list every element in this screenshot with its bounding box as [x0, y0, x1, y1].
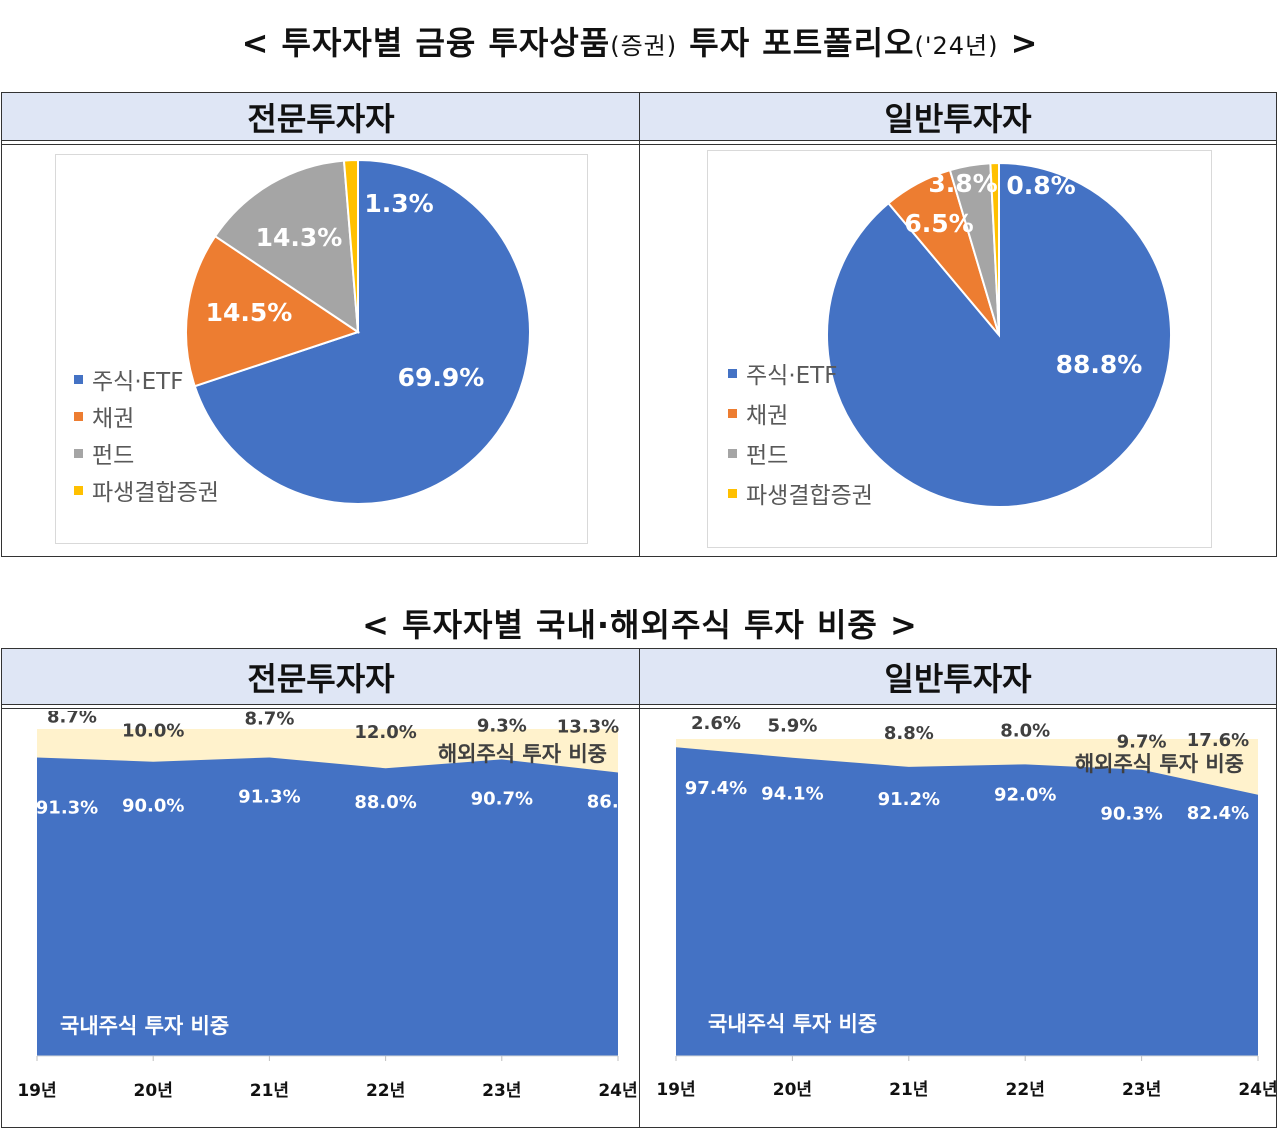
- pie-label-1: 6.5%: [904, 209, 973, 238]
- pie-label-3: 0.8%: [1006, 171, 1075, 200]
- x-tick-label: 24년: [598, 1081, 637, 1101]
- legend-swatch-2: [74, 449, 83, 458]
- domestic-data-label: 90.0%: [122, 796, 184, 817]
- column-divider: [639, 93, 640, 556]
- foreign-data-label: 12.0%: [354, 722, 416, 743]
- domestic-data-label: 82.4%: [1187, 803, 1249, 824]
- stock-ratio-table: 전문투자자 일반투자자 19년 91.3% 8.7% 20년 90.0% 10.0% 21년…: [1, 648, 1277, 1128]
- legend-swatch-1: [74, 412, 83, 421]
- area-chart-professional: 19년 91.3% 8.7% 20년 90.0% 10.0% 21년 91.3% 8.7% 22년…: [17, 711, 639, 1101]
- domestic-data-label: 91.3%: [238, 786, 300, 807]
- legend-label-0: 주식·ETF: [746, 363, 837, 389]
- domestic-series-name: 국내주식 투자 비중: [60, 1014, 229, 1038]
- title-small-1: (증권): [610, 32, 678, 60]
- legend-label-1: 채권: [746, 403, 788, 429]
- domestic-data-label: 86.7%: [587, 791, 639, 812]
- x-tick-label: 19년: [17, 1081, 56, 1101]
- foreign-data-label: 9.7%: [1117, 732, 1167, 753]
- foreign-series-name: 해외주식 투자 비중: [438, 742, 607, 766]
- header-general: 일반투자자: [640, 93, 1276, 141]
- pie-label-1: 14.5%: [206, 298, 293, 327]
- legend-swatch-0: [728, 369, 737, 378]
- foreign-data-label: 10.0%: [122, 721, 184, 742]
- pie-label-2: 3.8%: [928, 169, 997, 198]
- legend-swatch-3: [728, 489, 737, 498]
- pie-label-0: 88.8%: [1056, 350, 1143, 379]
- pie-label-2: 14.3%: [256, 223, 343, 252]
- foreign-series-name: 해외주식 투자 비중: [1075, 752, 1244, 776]
- legend-swatch-1: [728, 409, 737, 418]
- x-tick-label: 22년: [366, 1081, 405, 1101]
- foreign-data-label: 2.6%: [691, 713, 741, 734]
- header-double-line-2: [2, 708, 1276, 709]
- foreign-data-label: 8.8%: [884, 723, 934, 744]
- title-main-2: 투자 포트폴리오: [677, 24, 915, 62]
- x-tick-label: 19년: [656, 1080, 695, 1100]
- domestic-data-label: 94.1%: [761, 784, 823, 805]
- x-tick-label: 21년: [889, 1080, 928, 1100]
- foreign-data-label: 13.3%: [557, 716, 619, 737]
- domestic-data-label: 90.7%: [471, 788, 533, 809]
- domestic-data-label: 92.0%: [994, 784, 1056, 805]
- x-tick-label: 24년: [1238, 1080, 1276, 1100]
- title-main-1: < 투자자별 금융 투자상품: [241, 24, 611, 62]
- header-professional: 전문투자자: [2, 93, 640, 141]
- legend-label-3: 파생결합증권: [92, 480, 219, 506]
- pie-slice-2: [213, 159, 360, 334]
- domestic-data-label: 91.3%: [36, 797, 98, 818]
- x-tick-label: 21년: [250, 1081, 289, 1101]
- pie-label-0: 69.9%: [398, 363, 485, 392]
- stock-ratio-section-title: < 투자자별 국내·해외주식 투자 비중 >: [362, 606, 918, 644]
- area-chart-general: 19년 97.4% 2.6% 20년 94.1% 5.9% 21년 91.2% 8.8% 22년 9…: [656, 713, 1276, 1100]
- foreign-data-label: 8.7%: [47, 711, 97, 727]
- domestic-data-label: 97.4%: [685, 778, 747, 799]
- foreign-data-label: 17.6%: [1187, 730, 1249, 751]
- domestic-data-label: 91.2%: [878, 789, 940, 810]
- header-professional-2: 전문투자자: [2, 649, 640, 705]
- domestic-area: [676, 747, 1258, 1056]
- title-end: >: [998, 24, 1039, 62]
- x-tick-label: 20년: [134, 1081, 173, 1101]
- legend-swatch-2: [728, 449, 737, 458]
- pie-slice-3: [989, 161, 1000, 336]
- foreign-data-label: 9.3%: [477, 715, 527, 736]
- legend-label-3: 파생결합증권: [746, 483, 873, 509]
- portfolio-section-title: < 투자자별 금융 투자상품(증권) 투자 포트폴리오('24년) >: [0, 18, 1280, 64]
- foreign-data-label: 8.7%: [244, 711, 294, 729]
- domestic-data-label: 88.0%: [354, 792, 416, 813]
- x-tick-label: 23년: [1122, 1080, 1161, 1100]
- foreign-data-label: 5.9%: [767, 716, 817, 737]
- legend-label-2: 펀드: [92, 443, 134, 469]
- legend-label-1: 채권: [92, 406, 134, 432]
- foreign-data-label: 8.0%: [1000, 720, 1050, 741]
- legend-label-0: 주식·ETF: [92, 369, 183, 395]
- pie-slice-0: [193, 158, 531, 505]
- x-tick-label: 23년: [482, 1081, 521, 1101]
- title-small-2: ('24년): [914, 32, 999, 60]
- pie-label-3: 1.3%: [364, 189, 433, 218]
- legend-swatch-3: [74, 486, 83, 495]
- pie-slice-1: [185, 234, 361, 388]
- domestic-data-label: 90.3%: [1100, 804, 1162, 825]
- pie-slice-3: [342, 158, 359, 333]
- header-general-2: 일반투자자: [640, 649, 1276, 705]
- header-double-line: [2, 144, 1276, 145]
- legend-label-2: 펀드: [746, 443, 788, 469]
- column-divider-2: [639, 649, 640, 1127]
- x-tick-label: 20년: [773, 1080, 812, 1100]
- domestic-area: [37, 757, 618, 1056]
- domestic-series-name: 국내주식 투자 비중: [708, 1012, 877, 1036]
- x-tick-label: 22년: [1006, 1080, 1045, 1100]
- legend-swatch-0: [74, 375, 83, 384]
